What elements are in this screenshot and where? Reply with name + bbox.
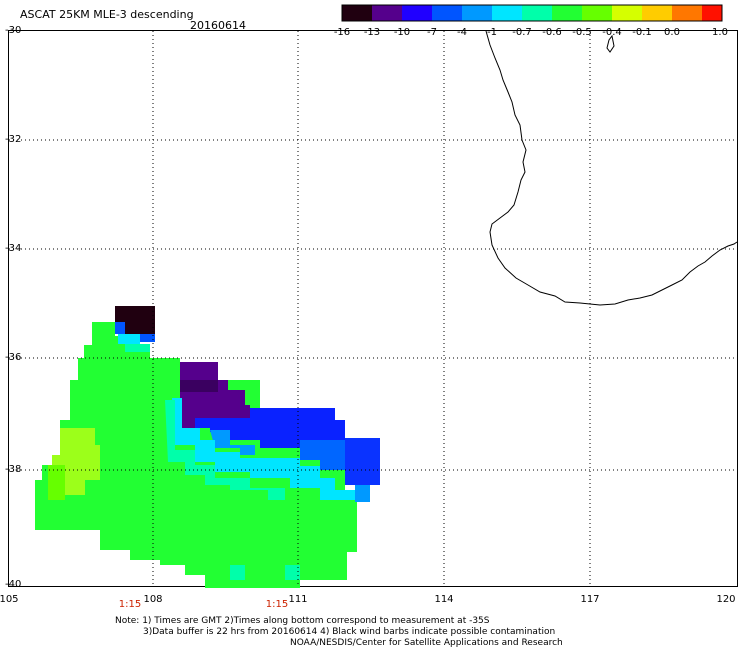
- lat-label-36: -36: [5, 352, 22, 363]
- graticule: [9, 31, 737, 586]
- lon-label-111: 111: [288, 594, 308, 605]
- lon-label-117: 117: [580, 594, 600, 605]
- colorbar-swatch-12: [672, 5, 702, 21]
- colorbar-swatch-2: [372, 5, 402, 21]
- colorbar-swatch-13: [702, 5, 722, 21]
- colorbar-label-7: -0.7: [512, 27, 532, 38]
- time-label-1: 1:15: [118, 599, 142, 610]
- colorbar-swatch-9: [582, 5, 612, 21]
- plot-frame: [8, 30, 738, 587]
- colorbar-swatch-3: [402, 5, 432, 21]
- note-line-2: 3)Data buffer is 22 hrs from 20160614 4)…: [143, 627, 556, 637]
- map-title: ASCAT 25KM MLE-3 descending: [20, 8, 194, 21]
- note-line-3: NOAA/NESDIS/Center for Satellite Applica…: [290, 638, 563, 648]
- colorbar-label-4: -7: [427, 27, 437, 38]
- wind-swath: [35, 306, 380, 588]
- colorbar-swatch-1: [342, 5, 372, 21]
- lat-label-38: -38: [5, 464, 22, 475]
- note-line-1: Note: 1) Times are GMT 2)Times along bot…: [115, 616, 490, 626]
- colorbar-label-5: -4: [457, 27, 467, 38]
- lat-label-32: -32: [5, 134, 22, 145]
- colorbar-label-8: -0.6: [542, 27, 562, 38]
- colorbar: [341, 4, 723, 22]
- colorbar-label-3: -10: [393, 27, 411, 38]
- time-label-2: 1:15: [265, 599, 289, 610]
- lon-label-114: 114: [434, 594, 454, 605]
- colorbar-swatch-6: [492, 5, 522, 21]
- colorbar-swatch-11: [642, 5, 672, 21]
- colorbar-label-6: -1: [487, 27, 497, 38]
- lon-label-120: 120: [716, 594, 736, 605]
- colorbar-swatch-7: [522, 5, 552, 21]
- colorbar-label-10: -0.4: [602, 27, 622, 38]
- island-outline: [606, 34, 615, 53]
- coastline: [485, 30, 738, 306]
- lon-label-105: 105: [0, 594, 19, 605]
- lat-label-34: -34: [5, 243, 22, 254]
- map-date: 20160614: [190, 19, 246, 32]
- colorbar-swatch-8: [552, 5, 582, 21]
- lat-label-30: -30: [5, 25, 22, 36]
- colorbar-label-1: -16: [333, 27, 351, 38]
- colorbar-label-2: -13: [363, 27, 381, 38]
- colorbar-label-13: 1.0: [712, 27, 728, 38]
- colorbar-swatch-5: [462, 5, 492, 21]
- lon-label-108: 108: [143, 594, 163, 605]
- colorbar-swatch-10: [612, 5, 642, 21]
- colorbar-label-12: 0.0: [664, 27, 680, 38]
- lat-label-40: -40: [5, 579, 22, 590]
- colorbar-swatch-4: [432, 5, 462, 21]
- colorbar-label-11: -0.1: [632, 27, 652, 38]
- colorbar-label-9: -0.5: [572, 27, 592, 38]
